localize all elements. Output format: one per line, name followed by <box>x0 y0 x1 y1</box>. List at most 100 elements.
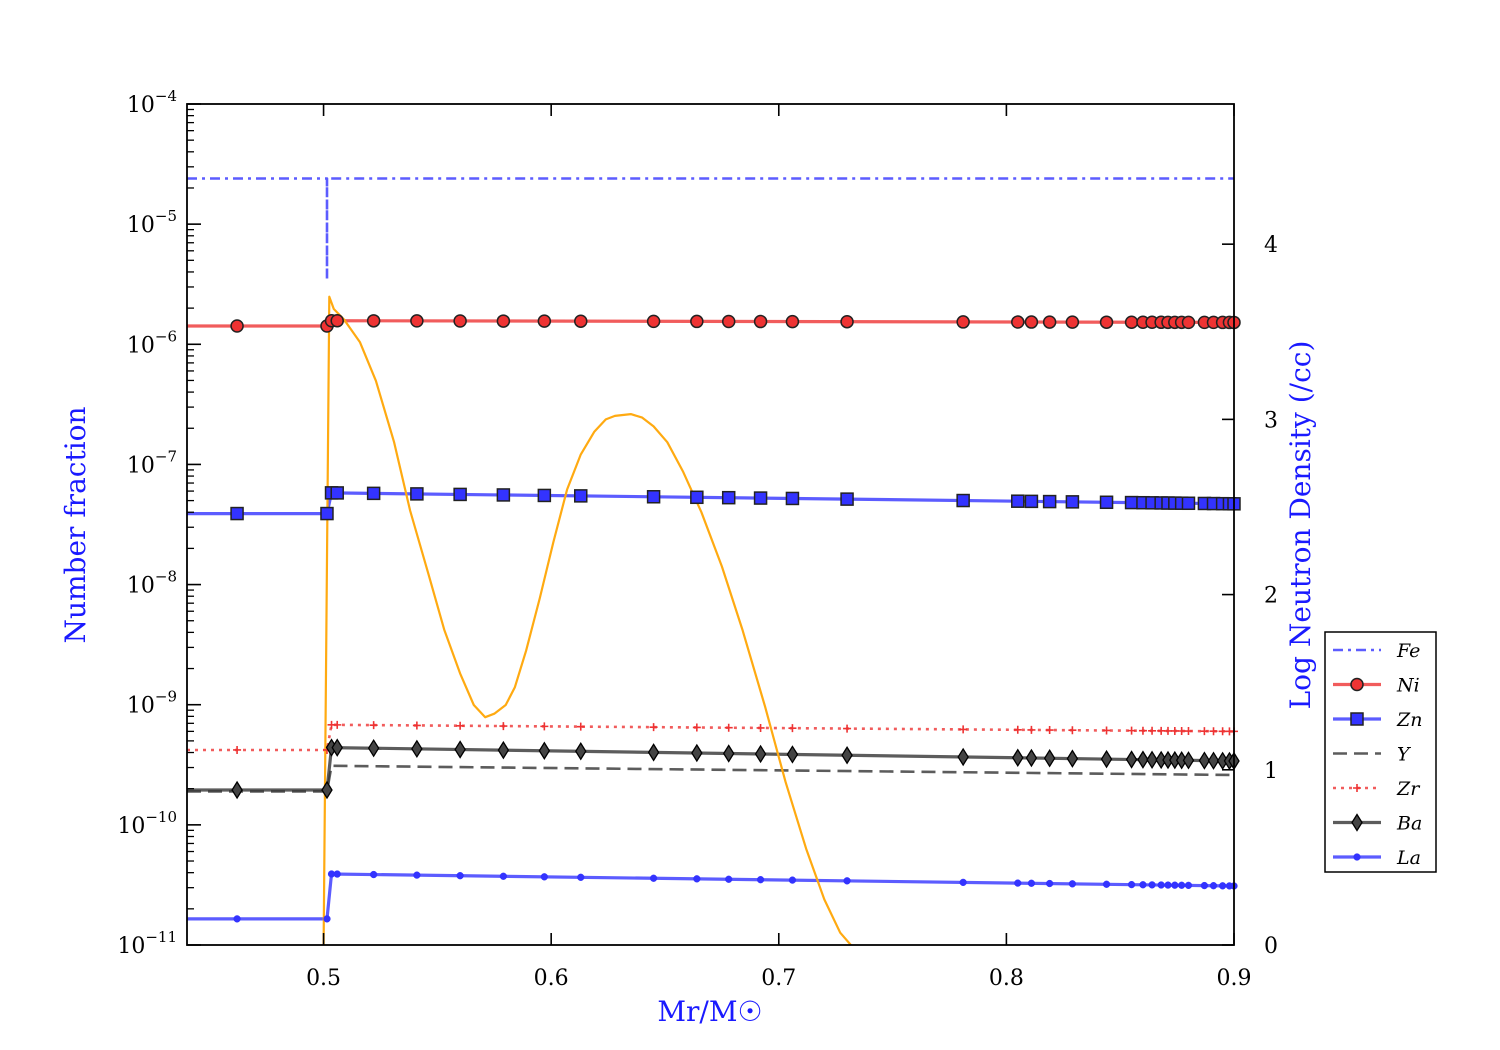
y-tick-label-left: 10−6 <box>127 327 177 358</box>
neutron-density-curve <box>322 295 853 945</box>
marker-ni-20 <box>1065 315 1080 329</box>
series-line-ba <box>187 745 1234 792</box>
y-tick-label-left: 10−4 <box>127 87 177 118</box>
series-line-zr <box>187 723 1234 752</box>
marker-zn-18 <box>1024 494 1039 509</box>
marker-zr-12 <box>724 723 733 732</box>
y-tick-label-left: 10−11 <box>117 928 177 959</box>
marker-zr-27 <box>1170 726 1179 735</box>
legend-label-la: La <box>1396 847 1421 869</box>
marker-ba-10 <box>647 743 660 762</box>
x-axis-title: Mr/M☉ <box>657 995 762 1028</box>
marker-zr-10 <box>649 723 658 732</box>
marker-ba-13 <box>754 744 767 764</box>
marker-zr-6 <box>456 721 465 730</box>
marker-zr-30 <box>1200 727 1209 736</box>
marker-ni-9 <box>574 314 588 328</box>
marker-zn-19 <box>1042 494 1057 509</box>
marker-ba-7 <box>497 740 510 760</box>
marker-zr-9 <box>576 722 585 731</box>
series-markers-ba <box>231 738 1240 800</box>
marker-la-15 <box>843 877 851 885</box>
marker-zr-18 <box>1027 725 1036 734</box>
marker-zr-7 <box>499 722 508 731</box>
series-line-y <box>187 764 1234 793</box>
marker-zr-28 <box>1177 726 1186 735</box>
marker-layer <box>230 313 1241 923</box>
marker-la-8 <box>540 873 548 881</box>
marker-zr-22 <box>1127 726 1136 735</box>
marker-zr-8 <box>540 722 549 731</box>
marker-zn-6 <box>453 487 467 502</box>
marker-zn-1 <box>320 506 334 521</box>
marker-zn-0 <box>230 506 244 521</box>
marker-la-17 <box>1014 879 1022 887</box>
marker-ba-5 <box>411 739 423 759</box>
marker-ba-29 <box>1182 751 1195 770</box>
marker-ba-30 <box>1198 751 1211 770</box>
ticks-layer: 0.5 0.6 0.7 0.8 0.9 10−11 10−10 10−9 10−8 10−7 10−… <box>117 87 1278 991</box>
marker-ni-15 <box>840 314 854 329</box>
marker-ba-23 <box>1137 750 1149 769</box>
marker-ba-14 <box>786 745 799 764</box>
marker-zr-26 <box>1163 726 1172 735</box>
marker-ba-15 <box>841 746 853 765</box>
legend-label-ni: Ni <box>1396 675 1420 697</box>
marker-ni-3 <box>330 314 344 328</box>
legend-entry-fe: Fe <box>1333 640 1420 662</box>
marker-la-5 <box>413 871 421 879</box>
marker-ba-22 <box>1125 750 1138 769</box>
series-markers-la <box>233 870 1238 923</box>
marker-la-24 <box>1148 881 1156 889</box>
marker-la-6 <box>456 872 464 880</box>
y-tick-label-left: 10−8 <box>127 568 177 599</box>
marker-zr-19 <box>1045 726 1054 735</box>
marker-zn-12 <box>721 490 736 505</box>
marker-ni-7 <box>496 314 511 328</box>
marker-ba-12 <box>722 744 735 763</box>
plot-frame <box>186 103 1235 946</box>
legend: Fe Ni Zn Y Zr Ba La <box>1324 631 1437 873</box>
marker-zr-4 <box>369 721 378 730</box>
marker-zr-17 <box>1013 725 1022 734</box>
marker-la-16 <box>959 878 967 887</box>
marker-zr-13 <box>756 723 765 732</box>
marker-zr-32 <box>1218 727 1227 736</box>
marker-la-26 <box>1164 881 1172 889</box>
marker-la-18 <box>1027 879 1036 887</box>
legend-label-ba: Ba <box>1396 813 1422 835</box>
marker-ba-11 <box>691 743 703 763</box>
marker-ba-20 <box>1066 749 1079 768</box>
marker-zn-5 <box>410 487 424 501</box>
marker-ni-4 <box>366 314 381 328</box>
marker-la-22 <box>1127 880 1136 889</box>
x-tick-label: 0.8 <box>989 966 1024 991</box>
marker-la-20 <box>1068 880 1077 888</box>
marker-zn-13 <box>753 491 768 505</box>
series-line-zn <box>187 491 1234 516</box>
marker-ni-8 <box>537 314 552 328</box>
y-tick-label-right: 3 <box>1264 408 1278 433</box>
marker-ni-18 <box>1024 315 1039 329</box>
y-axis-left-title: Number fraction <box>59 406 92 643</box>
marker-zr-24 <box>1148 726 1157 735</box>
x-tick-label: 0.7 <box>761 966 796 991</box>
marker-ba-9 <box>574 742 587 761</box>
legend-label-fe: Fe <box>1396 640 1420 662</box>
marker-zr-29 <box>1184 727 1193 736</box>
marker-la-23 <box>1139 881 1147 889</box>
legend-marker-zr <box>1353 784 1361 792</box>
marker-ba-17 <box>1012 748 1024 768</box>
marker-zn-29 <box>1181 496 1196 511</box>
marker-la-32 <box>1218 882 1227 890</box>
marker-ni-11 <box>690 314 704 329</box>
y-tick-label-left: 10−10 <box>117 808 177 839</box>
marker-ba-4 <box>367 738 380 758</box>
marker-ba-1 <box>321 780 333 800</box>
marker-ba-21 <box>1100 749 1113 769</box>
series-markers-ni <box>230 313 1241 333</box>
marker-zr-14 <box>788 724 797 733</box>
series-markers-zr <box>233 720 1238 754</box>
marker-ni-19 <box>1042 315 1057 329</box>
